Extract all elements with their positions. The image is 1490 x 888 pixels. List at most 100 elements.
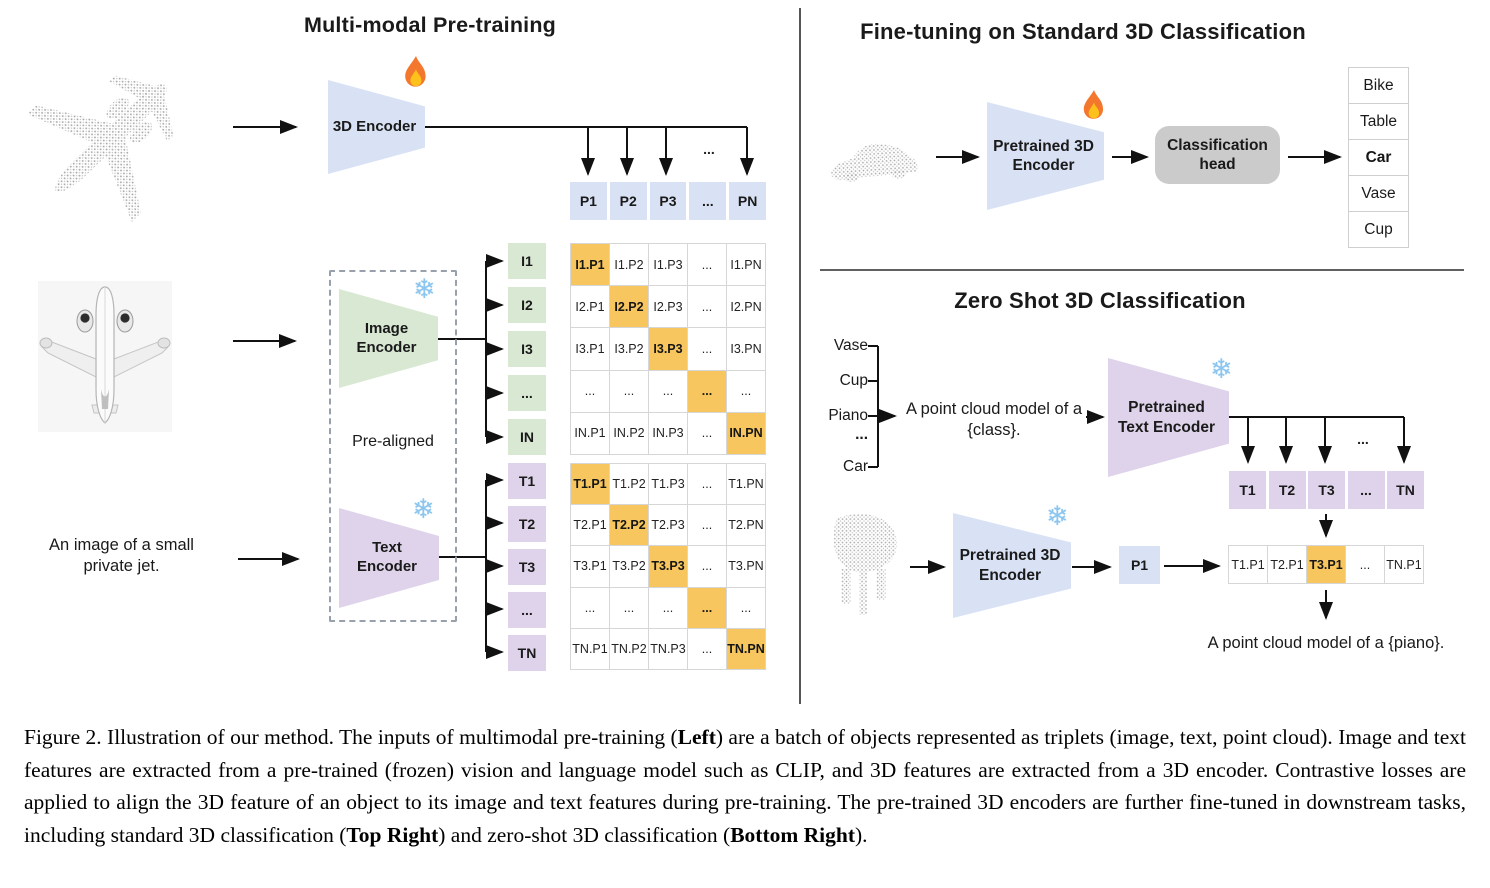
matrix-cell: I1.P1 [571, 244, 610, 287]
caption-bold-top-right: Top Right [346, 822, 439, 847]
matrix-cell: I3.P1 [571, 328, 610, 371]
p-cell: P1 [570, 182, 607, 220]
matrix-cell: IN.P2 [610, 412, 649, 455]
p-cell: ... [689, 182, 727, 220]
matrix-cell: I3.P3 [649, 328, 688, 371]
matrix-cell: T3.PN [727, 546, 766, 588]
prealigned-label: Pre-aligned [352, 433, 434, 450]
matrix-cell: T1.P1 [571, 464, 610, 506]
zeroshot-title: Zero Shot 3D Classification [954, 288, 1246, 313]
matrix-cell: ... [571, 587, 610, 629]
matrix-cell: ... [727, 587, 766, 629]
encoder-3d-label: 3D Encoder [332, 117, 417, 135]
figure-caption: Figure 2. Illustration of our method. Th… [24, 721, 1466, 851]
i-cell: IN [508, 419, 546, 455]
matrix-cell: ... [688, 328, 727, 371]
zeroshot-class: Vase [833, 337, 868, 354]
caption-text: ) are a batch of objects represented as … [24, 725, 1466, 847]
airplane-photo [38, 281, 172, 432]
t-cell: T1 [1229, 471, 1266, 509]
matrix-cell: IN.P3 [649, 412, 688, 455]
p-feature-row: P1 P2 P3 ... PN [570, 182, 766, 220]
snowflake-icon: ❄ [413, 274, 436, 304]
ellipsis-label: ... [1357, 431, 1369, 447]
matrix-cell: ... [688, 587, 727, 629]
image-point-similarity-matrix: I1.P1 I1.P2 I1.P3 ... I1.PN I2.P1 I2.P2 … [570, 243, 766, 455]
t-cell: T1 [508, 463, 546, 499]
class-item: Table [1349, 104, 1409, 140]
zeroshot-class: Cup [839, 372, 868, 389]
panel-dividers [799, 8, 1464, 704]
i-cell: I1 [508, 243, 546, 279]
matrix-cell: I1.P2 [610, 244, 649, 287]
caption-text: ). [855, 822, 868, 847]
matrix-cell: TN.P3 [649, 628, 688, 670]
snowflake-icon: ❄ [412, 494, 435, 524]
matrix-cell: IN.P1 [571, 412, 610, 455]
matrix-cell: I2.P1 [571, 286, 610, 329]
matrix-cell: T2.P2 [610, 505, 649, 547]
p-cell: P2 [609, 182, 647, 220]
matrix-cell: ... [727, 370, 766, 413]
t-cell: ... [1347, 471, 1385, 509]
class-list: Bike Table Car Vase Cup [1348, 67, 1409, 248]
ellipsis-label: ... [855, 426, 868, 443]
class-item: Cup [1349, 212, 1409, 248]
prompt-text: A point cloud model of a {class}. [905, 400, 1083, 439]
matrix-cell: ... [688, 546, 727, 588]
airplane-point-cloud [28, 75, 174, 223]
matrix-cell: I2.PN [727, 286, 766, 329]
caption-text: Figure 2. Illustration of our method. Th… [24, 725, 678, 749]
matrix-cell: T1.P2 [610, 464, 649, 506]
t-cell: T3 [1308, 471, 1345, 509]
classification-head-label: Classification head [1167, 136, 1268, 173]
matrix-cell: TN.P1 [571, 628, 610, 670]
matrix-cell: ... [688, 370, 727, 413]
matrix-cell: ... [649, 370, 688, 413]
matrix-cell: ... [688, 286, 727, 329]
zeroshot-text-encoder-label: Pretrained Text Encoder [1117, 399, 1216, 436]
car-point-cloud [831, 143, 918, 183]
i-cell: I3 [508, 331, 546, 367]
image-encoder-label: Image Encoder [356, 319, 417, 356]
p-cell: P3 [649, 182, 687, 220]
matrix-cell: T2.PN [727, 505, 766, 547]
fire-icon [1083, 90, 1104, 119]
matrix-cell: ... [688, 244, 727, 287]
text-feature-column: T1 T2 T3 ... TN [508, 463, 546, 671]
matrix-cell: T3.P1 [571, 546, 610, 588]
matrix-cell: ... [688, 464, 727, 506]
similarity-row: T1.P1 T2.P1 T3.P1 ... TN.P1 [1228, 545, 1424, 584]
fire-icon [405, 56, 426, 87]
p-cell: PN [729, 182, 766, 220]
matrix-cell: I2.P3 [649, 286, 688, 329]
finetune-encoder-label: Pretrained 3D Encoder [993, 137, 1094, 174]
matrix-cell: TN.P1 [1385, 546, 1424, 584]
matrix-cell: T1.P1 [1229, 546, 1268, 584]
zeroshot-arrows [868, 345, 1411, 620]
finetune-title: Fine-tuning on Standard 3D Classificatio… [860, 19, 1306, 44]
matrix-cell: T1.P3 [649, 464, 688, 506]
matrix-cell: T3.P3 [649, 546, 688, 588]
matrix-cell: T2.P1 [1268, 546, 1307, 584]
text-encoder-label: Text Encoder [356, 539, 417, 575]
pretraining-title: Multi-modal Pre-training [303, 13, 557, 37]
ellipsis-label: ... [703, 141, 715, 157]
matrix-cell: TN.P2 [610, 628, 649, 670]
zeroshot-class: Piano [828, 407, 868, 424]
i-cell: I2 [508, 287, 546, 323]
caption-bold-left: Left [677, 725, 716, 749]
matrix-cell: I1.PN [727, 244, 766, 287]
classification-head-box: Classification head [1155, 126, 1280, 184]
piano-point-cloud [833, 514, 897, 615]
matrix-cell: T2.P3 [649, 505, 688, 547]
image-caption-text: An image of a small private jet. [49, 536, 194, 575]
matrix-cell: I3.P2 [610, 328, 649, 371]
class-item: Bike [1349, 68, 1409, 104]
zeroshot-3d-encoder-label: Pretrained 3D Encoder [959, 547, 1061, 584]
caption-text: ) and zero-shot 3D classification ( [438, 822, 731, 847]
matrix-cell: ... [610, 370, 649, 413]
matrix-cell: TN.PN [727, 628, 766, 670]
t-cell: TN [508, 635, 546, 671]
